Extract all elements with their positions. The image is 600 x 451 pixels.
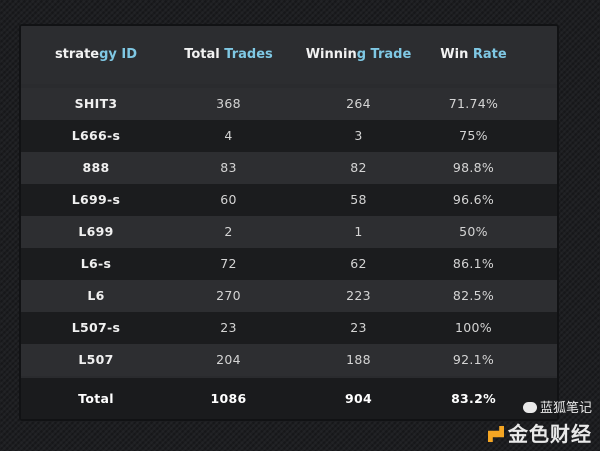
jinse-logo-icon — [488, 426, 504, 442]
cell-win-rate: 92.1% — [452, 352, 495, 367]
cell-win-rate: 71.74% — [448, 96, 499, 111]
cell-win-rate: 75% — [459, 128, 488, 143]
cell-winning-trade: 62 — [350, 256, 367, 271]
cell-strategy-id: L507-s — [71, 320, 121, 335]
watermark-brand: 金色财经 — [488, 418, 592, 447]
cell-total-trades: 72 — [220, 256, 237, 271]
cell-total-trades: 4 — [224, 128, 233, 143]
table-row: L699 2 1 50% — [21, 216, 557, 248]
table-row: L6 270 223 82.5% — [21, 280, 557, 312]
cell-strategy-id: L666-s — [71, 128, 121, 143]
cell-strategy-id: L507 — [78, 352, 114, 367]
header-total-trades: Total Trades — [184, 47, 273, 62]
watermark: 蓝狐笔记 金色财经 — [488, 397, 592, 447]
total-row: Total 1086 904 83.2% — [21, 378, 557, 419]
table-header: strategy ID Total Trades Winning Trade W… — [21, 26, 557, 84]
watermark-wechat: 蓝狐笔记 — [488, 397, 592, 416]
cell-win-rate: 86.1% — [452, 256, 495, 271]
cell-win-rate: 100% — [455, 320, 492, 335]
table-row: L666-s 4 3 75% — [21, 120, 557, 152]
cell-total-trades: 204 — [216, 352, 241, 367]
cell-win-rate: 50% — [459, 224, 488, 239]
cell-win-rate: 82.5% — [452, 288, 495, 303]
cell-strategy-id: L6 — [87, 288, 105, 303]
cell-winning-trade: 188 — [346, 352, 371, 367]
header-win-rate: Win Rate — [440, 47, 507, 62]
cell-win-rate: 98.8% — [452, 160, 495, 175]
cell-winning-trade: 58 — [350, 192, 367, 207]
header-strategy-id: strategy ID — [54, 47, 138, 62]
cell-total-trades: 2 — [224, 224, 233, 239]
cell-strategy-id: SHIT3 — [74, 96, 118, 111]
table-row: L507 204 188 92.1% — [21, 344, 557, 376]
cell-total-trades-sum: 1086 — [210, 391, 247, 406]
strategy-stats-table: strategy ID Total Trades Winning Trade W… — [19, 24, 559, 421]
cell-win-rate-overall: 83.2% — [451, 391, 496, 406]
cell-strategy-id: L6-s — [80, 256, 112, 271]
table-row: L699-s 60 58 96.6% — [21, 184, 557, 216]
cell-total-trades: 270 — [216, 288, 241, 303]
cell-total-trades: 368 — [216, 96, 241, 111]
cell-winning-trade: 3 — [354, 128, 363, 143]
cell-winning-trade: 23 — [350, 320, 367, 335]
cell-total-label: Total — [78, 391, 114, 406]
table-row: L507-s 23 23 100% — [21, 312, 557, 344]
table-row: 888 83 82 98.8% — [21, 152, 557, 184]
wechat-icon — [522, 402, 537, 413]
cell-winning-trade: 223 — [346, 288, 371, 303]
cell-winning-trade-sum: 904 — [345, 391, 372, 406]
cell-strategy-id: L699 — [78, 224, 114, 239]
cell-total-trades: 83 — [220, 160, 237, 175]
cell-winning-trade: 82 — [350, 160, 367, 175]
cell-strategy-id: L699-s — [71, 192, 121, 207]
cell-winning-trade: 1 — [354, 224, 363, 239]
cell-winning-trade: 264 — [346, 96, 371, 111]
table-row: SHIT3 368 264 71.74% — [21, 88, 557, 120]
cell-strategy-id: 888 — [82, 160, 110, 175]
cell-total-trades: 23 — [220, 320, 237, 335]
header-winning-trade: Winning Trade — [305, 47, 412, 62]
table-row: L6-s 72 62 86.1% — [21, 248, 557, 280]
cell-win-rate: 96.6% — [452, 192, 495, 207]
cell-total-trades: 60 — [220, 192, 237, 207]
